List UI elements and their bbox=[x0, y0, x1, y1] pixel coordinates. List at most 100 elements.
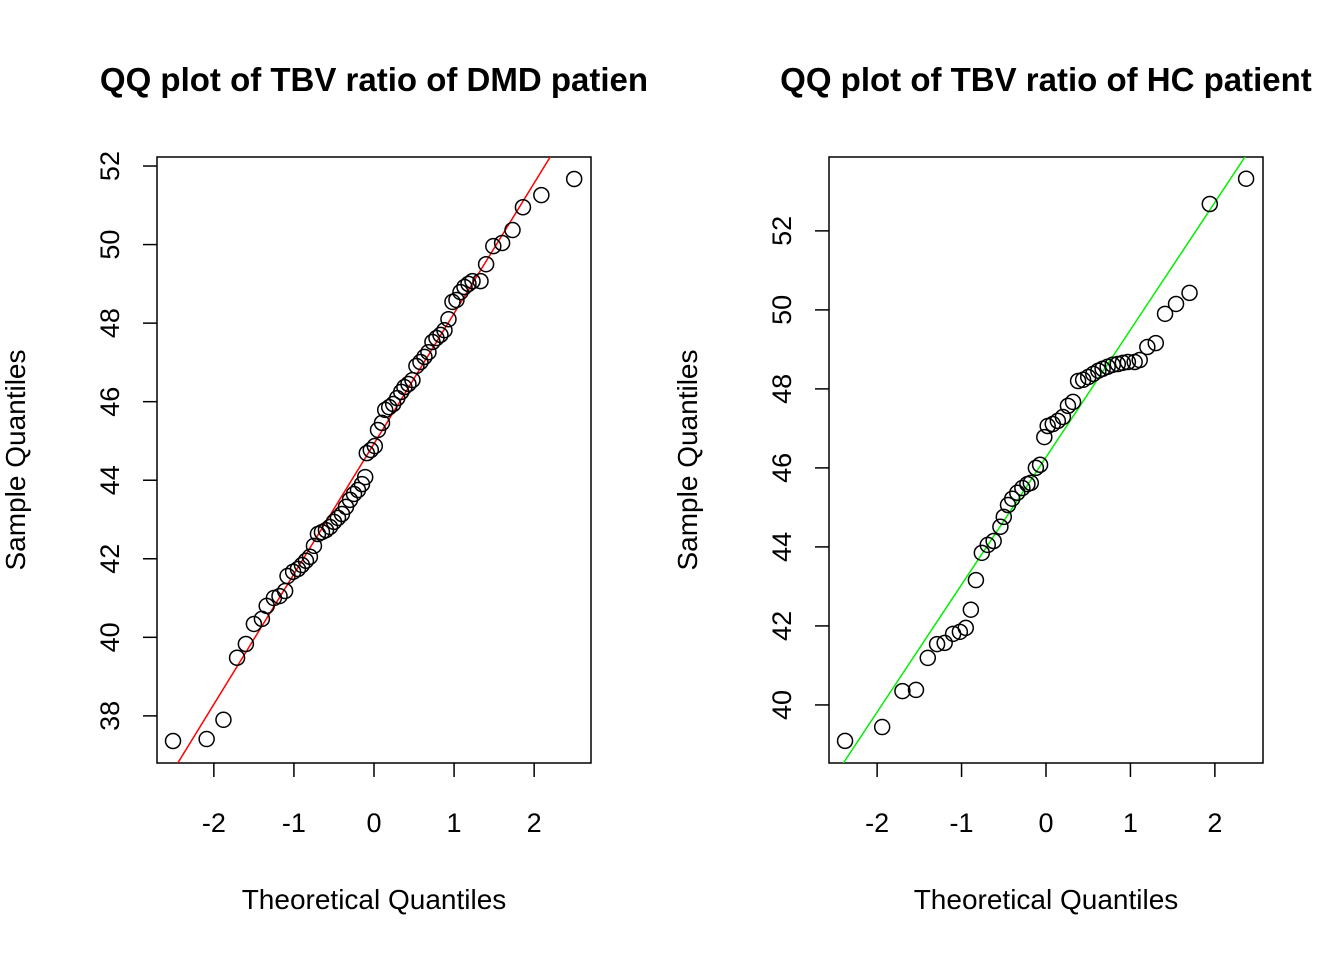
y-tick-label: 50 bbox=[767, 295, 797, 325]
point bbox=[237, 635, 255, 653]
y-tick-label: 40 bbox=[767, 690, 797, 720]
point bbox=[440, 310, 457, 328]
chart-title: QQ plot of TBV ratio of HC patient bbox=[780, 61, 1312, 98]
point bbox=[985, 532, 1002, 550]
panel: QQ plot of TBV ratio of DMD patien Theore… bbox=[0, 61, 648, 915]
point bbox=[1167, 295, 1185, 313]
point bbox=[416, 348, 433, 366]
x-tick-label: -2 bbox=[865, 808, 889, 838]
y-tick-label: 42 bbox=[95, 544, 125, 574]
point bbox=[928, 635, 946, 653]
point bbox=[362, 441, 380, 459]
point bbox=[1237, 170, 1255, 187]
point bbox=[464, 272, 481, 290]
point bbox=[1009, 484, 1026, 502]
point bbox=[992, 518, 1009, 536]
point bbox=[460, 275, 477, 293]
point bbox=[373, 414, 391, 432]
x-tick-label: 1 bbox=[1123, 808, 1138, 838]
point bbox=[995, 508, 1013, 526]
plot-box bbox=[156, 156, 592, 764]
point bbox=[1201, 195, 1219, 213]
point bbox=[472, 272, 489, 290]
point bbox=[1059, 397, 1077, 415]
y-tick-label: 46 bbox=[767, 453, 797, 483]
x-axis-label: Theoretical Quantiles bbox=[914, 884, 1179, 915]
point bbox=[1139, 338, 1156, 356]
point bbox=[329, 509, 347, 527]
point bbox=[836, 732, 854, 750]
point bbox=[1131, 351, 1148, 369]
point bbox=[1027, 459, 1045, 477]
point bbox=[1014, 479, 1031, 497]
x-tick-label: 2 bbox=[1207, 808, 1222, 838]
point bbox=[301, 548, 319, 566]
y-tick-label: 48 bbox=[767, 374, 797, 404]
plot-area bbox=[836, 157, 1255, 763]
y-axis-label: Sample Quantiles bbox=[672, 349, 703, 570]
point bbox=[1036, 428, 1053, 446]
point bbox=[1147, 334, 1165, 352]
point bbox=[1003, 490, 1021, 507]
point bbox=[1119, 353, 1137, 371]
point bbox=[412, 353, 429, 371]
point bbox=[514, 199, 532, 216]
plot-area bbox=[164, 157, 583, 763]
point bbox=[919, 649, 937, 667]
point bbox=[271, 587, 288, 605]
point bbox=[420, 343, 437, 361]
point bbox=[1181, 284, 1198, 302]
chart-title: QQ plot of TBV ratio of DMD patien bbox=[100, 61, 648, 98]
point bbox=[198, 730, 215, 748]
panel: QQ plot of TBV ratio of HC patient Theore… bbox=[672, 61, 1312, 915]
y-tick-label: 44 bbox=[95, 465, 125, 495]
point bbox=[493, 234, 511, 252]
y-tick-label: 42 bbox=[767, 611, 797, 641]
y-tick-label: 52 bbox=[767, 216, 797, 246]
x-tick-label: -1 bbox=[950, 808, 974, 838]
x-tick-label: -2 bbox=[202, 808, 226, 838]
point bbox=[962, 601, 980, 618]
point bbox=[356, 468, 374, 486]
x-tick-label: 1 bbox=[447, 808, 462, 838]
x-tick-label: -1 bbox=[282, 808, 306, 838]
point bbox=[325, 513, 343, 531]
point bbox=[967, 571, 985, 589]
point bbox=[1156, 305, 1174, 323]
point bbox=[504, 221, 521, 239]
point bbox=[432, 326, 449, 344]
x-axis-label: Theoretical Quantiles bbox=[242, 884, 507, 915]
point bbox=[289, 560, 307, 578]
point bbox=[1044, 415, 1062, 433]
point bbox=[533, 186, 550, 204]
y-tick-label: 44 bbox=[767, 532, 797, 562]
point bbox=[485, 237, 502, 255]
y-tick-label: 38 bbox=[95, 701, 125, 731]
point bbox=[345, 485, 363, 503]
point bbox=[305, 537, 323, 555]
point bbox=[436, 321, 453, 339]
point bbox=[1114, 354, 1132, 372]
y-tick-label: 52 bbox=[95, 151, 125, 181]
y-tick-label: 48 bbox=[95, 308, 125, 338]
x-tick-label: 0 bbox=[1038, 808, 1053, 838]
point bbox=[1022, 474, 1040, 492]
y-axis-label: Sample Quantiles bbox=[0, 349, 31, 570]
point bbox=[1085, 365, 1102, 383]
y-tick-label: 46 bbox=[95, 387, 125, 417]
point bbox=[400, 375, 417, 393]
point bbox=[565, 170, 583, 188]
point bbox=[353, 475, 371, 493]
y-tick-label: 40 bbox=[95, 622, 125, 652]
point bbox=[894, 682, 911, 700]
x-tick-label: 0 bbox=[366, 808, 381, 838]
point bbox=[477, 255, 495, 273]
point bbox=[380, 398, 398, 416]
point bbox=[215, 711, 232, 729]
point bbox=[1054, 408, 1072, 426]
point bbox=[297, 552, 315, 569]
point bbox=[1064, 393, 1082, 411]
point bbox=[873, 718, 891, 736]
point bbox=[245, 615, 263, 633]
